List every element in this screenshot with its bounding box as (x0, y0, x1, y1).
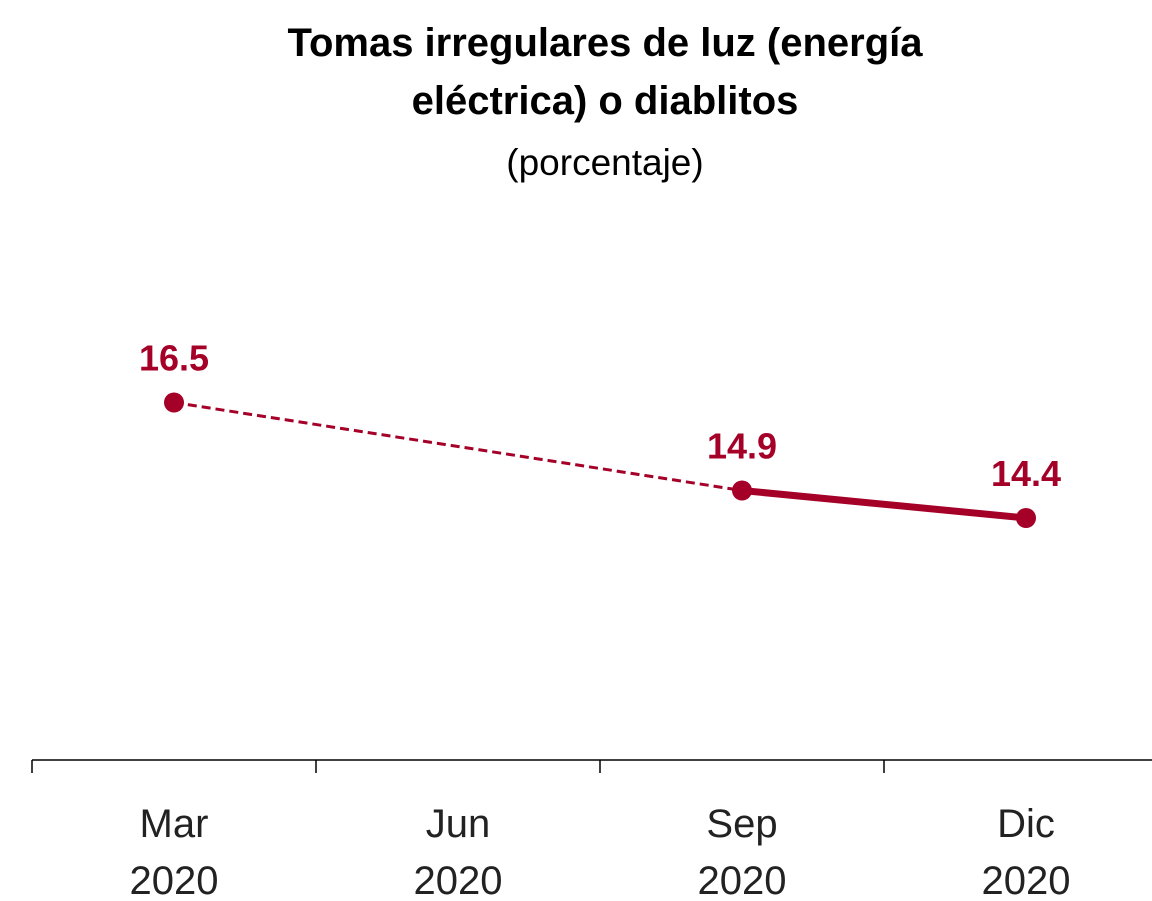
chart-subtitle: (porcentaje) (506, 142, 704, 183)
x-tick-label: Jun 2020 (413, 802, 503, 901)
value-label: 14.4 (991, 453, 1061, 494)
x-tick-label: Sep 2020 (697, 802, 787, 901)
point (164, 392, 184, 413)
point (732, 480, 752, 501)
x-tick-label: Mar 2020 (129, 802, 219, 901)
line-segment (741, 487, 1027, 522)
chart-title: Tomas irregulares de luz (energía eléctr… (287, 21, 923, 123)
value-label: 14.9 (707, 426, 777, 467)
point (1016, 508, 1036, 528)
gap-connector (173, 401, 743, 492)
value-label: 16.5 (139, 338, 209, 379)
x-tick-label: Dic 2020 (981, 802, 1071, 901)
